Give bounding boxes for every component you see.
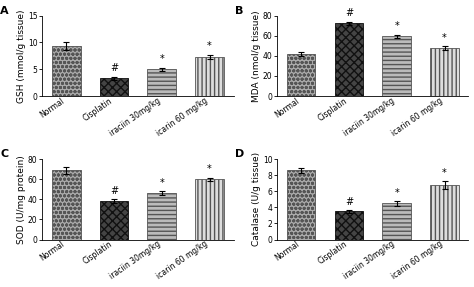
Text: *: * [159, 54, 164, 64]
Text: *: * [207, 42, 212, 51]
Text: *: * [207, 164, 212, 174]
Bar [287, 54, 316, 96]
Bar [195, 179, 224, 240]
Text: *: * [442, 33, 447, 43]
Text: #: # [345, 197, 353, 207]
Bar [335, 211, 363, 240]
Y-axis label: Catalase (U/g tissue): Catalase (U/g tissue) [252, 152, 261, 246]
Bar [430, 48, 459, 96]
Bar [383, 203, 411, 240]
Y-axis label: GSH (mmol/g tissue): GSH (mmol/g tissue) [18, 9, 27, 102]
Text: #: # [110, 63, 118, 73]
Bar [147, 193, 176, 240]
Bar [52, 46, 81, 96]
Bar [287, 170, 316, 240]
Bar [147, 69, 176, 96]
Bar [100, 201, 128, 240]
Text: B: B [235, 5, 244, 15]
Bar [383, 36, 411, 96]
Text: A: A [0, 5, 9, 15]
Text: #: # [110, 186, 118, 195]
Bar [335, 23, 363, 96]
Bar [195, 57, 224, 96]
Text: *: * [159, 178, 164, 187]
Bar [430, 185, 459, 240]
Text: #: # [345, 8, 353, 18]
Bar [100, 78, 128, 96]
Text: *: * [442, 168, 447, 178]
Text: *: * [394, 22, 399, 32]
Text: C: C [0, 149, 9, 159]
Y-axis label: SOD (U/mg protein): SOD (U/mg protein) [17, 155, 26, 244]
Text: *: * [394, 188, 399, 198]
Bar [52, 170, 81, 240]
Y-axis label: MDA (nmol/g tissue): MDA (nmol/g tissue) [252, 10, 261, 102]
Text: D: D [235, 149, 245, 159]
